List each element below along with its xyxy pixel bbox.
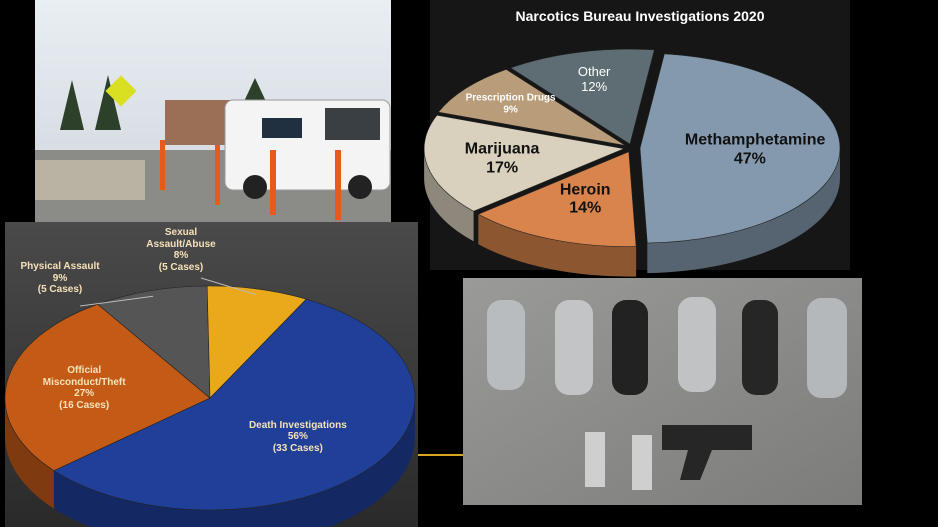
data-label: Methamphetamine 47% — [684, 132, 826, 169]
pie-slice — [477, 151, 637, 247]
pie-slice — [509, 48, 655, 145]
slice-name: Methamphetamine — [684, 132, 826, 150]
slice-percent: 47% — [733, 150, 766, 168]
slice-percent: 27% — [74, 388, 95, 400]
pie-slice — [423, 114, 626, 212]
slice-name: Physical Assault — [20, 260, 100, 272]
slice-name: Official Misconduct/Theft — [42, 365, 126, 388]
slice-name: Marijuana — [464, 140, 540, 158]
slice-cases: (16 Cases) — [59, 399, 110, 411]
data-label: Marijuana 17% — [437, 141, 567, 178]
data-label: Sexual Assault/Abuse 8% (5 Cases) — [131, 227, 231, 273]
data-label: Heroin 14% — [545, 181, 625, 218]
slice-percent: 56% — [287, 430, 308, 442]
slice-cases: (5 Cases) — [158, 261, 204, 273]
slice-name: Death Investigations — [248, 419, 347, 431]
data-label: Prescription Drugs 9% — [456, 93, 566, 116]
slice-name: Other — [577, 63, 611, 79]
evidence-photo — [463, 278, 862, 505]
slice-name: Heroin — [559, 181, 611, 199]
street-photo — [35, 0, 391, 222]
slice-percent: 12% — [581, 78, 608, 94]
slice-percent: 9% — [52, 272, 68, 284]
slice-cases: (5 Cases) — [37, 283, 83, 295]
leader-line — [200, 277, 256, 296]
slice-name: Sexual Assault/Abuse — [146, 227, 216, 250]
pie-slice-side — [647, 148, 840, 274]
data-label: Other 12% — [549, 63, 639, 95]
pie-slice-side — [53, 398, 415, 527]
slice-percent: 8% — [173, 250, 189, 261]
chart-title: Narcotics Bureau Investigations 2020 — [515, 7, 765, 24]
slice-name: Prescription Drugs — [465, 92, 556, 104]
data-label: Death Investigations 56% (33 Cases) — [248, 419, 348, 454]
slice-percent: 14% — [569, 199, 602, 217]
slice-cases: (33 Cases) — [272, 442, 323, 454]
data-label: Physical Assault 9% (5 Cases) — [10, 261, 110, 296]
pie-slice — [4, 303, 211, 471]
pie-slice — [437, 69, 626, 146]
slice-percent: 17% — [486, 159, 519, 177]
pie-slice-side — [478, 214, 637, 277]
pie-slice — [53, 298, 416, 511]
pie-slice — [206, 285, 307, 399]
data-label: Official Misconduct/Theft 27% (16 Cases) — [34, 365, 134, 411]
pie-slice — [639, 53, 841, 244]
slice-percent: 9% — [503, 104, 518, 116]
pie-slice-side — [4, 398, 54, 509]
leader-line — [79, 295, 154, 307]
